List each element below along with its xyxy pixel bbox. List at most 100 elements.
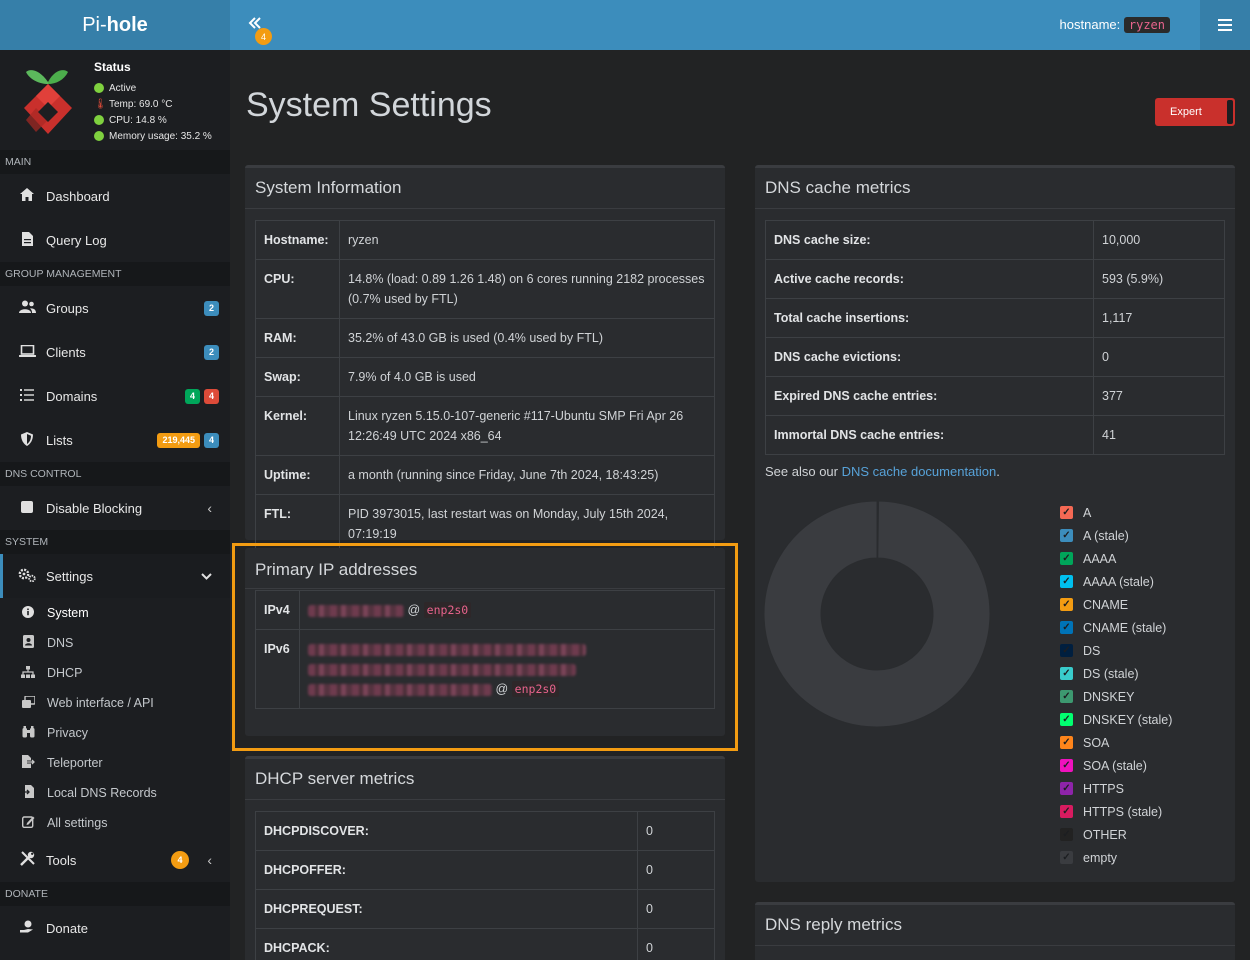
cpu-dot-icon [94, 115, 104, 125]
legend-checkbox-icon[interactable]: ✓ [1060, 644, 1073, 657]
dns-cache-docs-link[interactable]: DNS cache documentation [841, 464, 997, 479]
legend-checkbox-icon[interactable]: ✓ [1060, 598, 1073, 611]
legend-label: DNSKEY (stale) [1083, 712, 1173, 727]
brand-name-bold: hole [106, 13, 148, 36]
expert-mode-toggle[interactable]: Expert [1155, 98, 1235, 126]
brand-logo[interactable]: Pi-hole [0, 0, 230, 50]
domains-allow-badge: 4 [184, 388, 200, 404]
system-information-card: System Information Hostname: ryzen CPU: 14… [245, 165, 725, 554]
legend-item[interactable]: ✓ OTHER [1060, 823, 1172, 846]
legend-item[interactable]: ✓ DS (stale) [1060, 662, 1172, 685]
clients-count-badge: 2 [203, 344, 219, 360]
legend-item[interactable]: ✓ CNAME (stale) [1060, 616, 1172, 639]
sidebar-item-query-log[interactable]: Query Log [0, 218, 230, 262]
file-import-icon [20, 785, 36, 801]
brand-name-plain: Pi- [82, 13, 107, 36]
table-row: CPU: 14.8% (load: 0.89 1.26 1.48) on 6 co… [255, 259, 715, 319]
legend-checkbox-icon[interactable]: ✓ [1060, 690, 1073, 703]
legend-checkbox-icon[interactable]: ✓ [1060, 552, 1073, 565]
ipv6-value: @ enp2s0 [299, 629, 715, 709]
page-title: System Settings [246, 86, 492, 124]
legend-item[interactable]: ✓ DNSKEY [1060, 685, 1172, 708]
users-icon [18, 300, 36, 316]
legend-item[interactable]: ✓ A (stale) [1060, 524, 1172, 547]
legend-checkbox-icon[interactable]: ✓ [1060, 667, 1073, 680]
sidebar-subitem-dns[interactable]: DNS [0, 628, 230, 658]
redacted-ipv6 [308, 643, 586, 656]
ipv6-interface: enp2s0 [511, 681, 560, 697]
legend-item[interactable]: ✓ CNAME [1060, 593, 1172, 616]
sidebar-item-disable-blocking[interactable]: Disable Blocking ‹ [0, 486, 230, 530]
table-row: IPv4 @ enp2s0 [255, 590, 715, 630]
legend-item[interactable]: ✓ AAAA [1060, 547, 1172, 570]
legend-item[interactable]: ✓ empty [1060, 846, 1172, 869]
binoculars-icon [20, 725, 36, 741]
legend-item[interactable]: ✓ SOA (stale) [1060, 754, 1172, 777]
sidebar-subitem-dhcp[interactable]: DHCP [0, 658, 230, 688]
sidebar-subitem-teleporter[interactable]: Teleporter [0, 748, 230, 778]
sidebar-item-lists[interactable]: Lists 219,445 4 [0, 418, 230, 462]
chart-legend: ✓ A ✓ A (stale) ✓ AAAA ✓ AAAA (stale) ✓ CNAME ✓ CNA… [1060, 501, 1172, 869]
file-export-icon [20, 755, 36, 771]
legend-label: OTHER [1083, 827, 1127, 842]
legend-checkbox-icon[interactable]: ✓ [1060, 851, 1073, 864]
legend-item[interactable]: ✓ DNSKEY (stale) [1060, 708, 1172, 731]
legend-label: A (stale) [1083, 528, 1129, 543]
card-title: DHCP server metrics [245, 759, 725, 800]
menu-button[interactable] [1200, 0, 1250, 50]
sidebar-item-dashboard[interactable]: Dashboard [0, 174, 230, 218]
redacted-ipv4 [308, 604, 404, 617]
sidebar-item-settings[interactable]: Settings [0, 554, 230, 598]
sidebar-subitem-system[interactable]: System [0, 598, 230, 628]
legend-checkbox-icon[interactable]: ✓ [1060, 782, 1073, 795]
nav-header-dns-control: DNS Control [0, 462, 230, 486]
legend-checkbox-icon[interactable]: ✓ [1060, 575, 1073, 588]
legend-checkbox-icon[interactable]: ✓ [1060, 805, 1073, 818]
tools-count-badge: 4 [171, 851, 189, 869]
sidebar-subitem-privacy[interactable]: Privacy [0, 718, 230, 748]
legend-item[interactable]: ✓ HTTPS (stale) [1060, 800, 1172, 823]
legend-label: CNAME (stale) [1083, 620, 1167, 635]
legend-checkbox-icon[interactable]: ✓ [1060, 736, 1073, 749]
home-icon [18, 188, 36, 204]
sidebar-item-tools[interactable]: Tools 4 ‹ [0, 838, 230, 882]
sidebar-item-domains[interactable]: Domains 4 4 [0, 374, 230, 418]
sidebar: Pi-hole Status Active 🌡 Temp: 69.0 °C CPU… [0, 0, 230, 960]
legend-checkbox-icon[interactable]: ✓ [1060, 759, 1073, 772]
legend-label: HTTPS [1083, 781, 1124, 796]
donut-slice-empty[interactable] [763, 500, 991, 728]
info-circle-icon [20, 605, 36, 621]
memory-dot-icon [94, 131, 104, 141]
table-row: DNS cache evictions: 0 [765, 337, 1225, 377]
status-memory: Memory usage: 35.2 % [94, 128, 212, 144]
chevron-left-icon: ‹ [207, 500, 212, 516]
legend-checkbox-icon[interactable]: ✓ [1060, 713, 1073, 726]
legend-item[interactable]: ✓ HTTPS [1060, 777, 1172, 800]
legend-checkbox-icon[interactable]: ✓ [1060, 506, 1073, 519]
legend-label: HTTPS (stale) [1083, 804, 1163, 819]
table-row: DHCPACK: 0 [255, 928, 715, 960]
legend-checkbox-icon[interactable]: ✓ [1060, 828, 1073, 841]
thermometer-icon: 🌡 [94, 98, 107, 110]
table-row: Total cache insertions: 1,117 [765, 298, 1225, 338]
legend-checkbox-icon[interactable]: ✓ [1060, 529, 1073, 542]
nav-header-main: Main [0, 150, 230, 174]
legend-item[interactable]: ✓ A [1060, 501, 1172, 524]
sidebar-item-groups[interactable]: Groups 2 [0, 286, 230, 330]
legend-item[interactable]: ✓ DS [1060, 639, 1172, 662]
sidebar-item-donate[interactable]: Donate [0, 906, 230, 950]
legend-checkbox-icon[interactable]: ✓ [1060, 621, 1073, 634]
legend-label: A [1083, 505, 1092, 520]
sidebar-item-clients[interactable]: Clients 2 [0, 330, 230, 374]
groups-count-badge: 2 [203, 300, 219, 316]
pihole-logo-icon [24, 70, 72, 134]
legend-item[interactable]: ✓ SOA [1060, 731, 1172, 754]
table-row: DNS cache size: 10,000 [765, 220, 1225, 260]
sidebar-subitem-local-dns[interactable]: Local DNS Records [0, 778, 230, 808]
sidebar-toggle-button[interactable] [248, 14, 262, 34]
tools-icon [18, 851, 36, 869]
sidebar-subitem-web-interface[interactable]: Web interface / API [0, 688, 230, 718]
legend-item[interactable]: ✓ AAAA (stale) [1060, 570, 1172, 593]
hostname-display: hostname: ryzen [1060, 17, 1170, 33]
sidebar-subitem-all-settings[interactable]: All settings [0, 808, 230, 838]
